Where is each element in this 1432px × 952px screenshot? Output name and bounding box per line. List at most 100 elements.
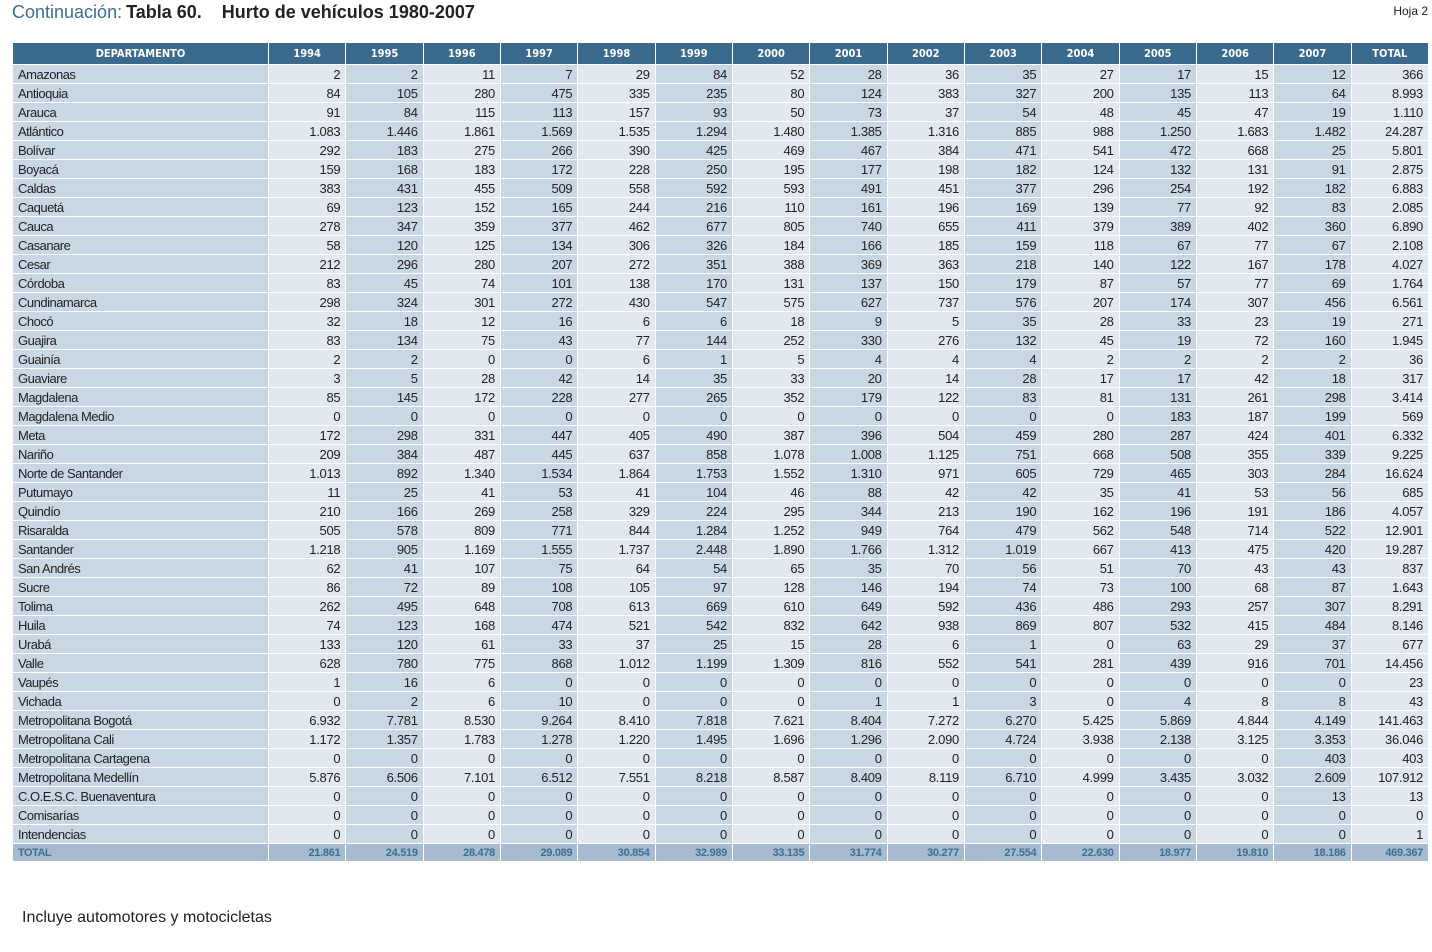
value-cell: 36 — [1350, 349, 1430, 369]
value-cell: 858 — [654, 444, 733, 464]
value-cell: 1.696 — [731, 729, 811, 749]
value-cell: 1.446 — [345, 121, 424, 141]
value-cell: 296 — [345, 254, 424, 274]
value-cell: 17 — [1118, 64, 1197, 84]
value-cell: 0 — [1118, 824, 1197, 844]
table-row: Valle 628 780 775 868 1.012 1.199 1.309 816 552 54… — [12, 653, 1430, 673]
value-cell: 677 — [654, 216, 733, 236]
value-cell: 1.252 — [731, 520, 811, 540]
value-cell: 685 — [1350, 482, 1430, 502]
value-cell: 0 — [267, 406, 347, 426]
value-cell: 2.108 — [1350, 235, 1430, 255]
value-cell: 69 — [267, 197, 347, 217]
value-cell: 541 — [1041, 140, 1120, 160]
value-cell: 30.277 — [886, 843, 965, 862]
value-cell: 740 — [809, 216, 888, 236]
value-cell: 87 — [1041, 273, 1120, 293]
value-cell: 73 — [809, 102, 888, 122]
value-cell: 81 — [1041, 387, 1120, 407]
value-cell: 805 — [731, 216, 811, 236]
value-cell: 0 — [731, 691, 811, 711]
value-cell: 31.774 — [809, 843, 888, 862]
value-cell: 1.316 — [886, 121, 965, 141]
value-cell: 2 — [345, 349, 424, 369]
value-cell: 1.169 — [422, 539, 501, 559]
value-cell: 47 — [1195, 102, 1275, 122]
value-cell: 642 — [809, 615, 888, 635]
value-cell: 29 — [1195, 634, 1275, 654]
value-cell: 30.854 — [577, 843, 656, 862]
value-cell: 91 — [267, 102, 347, 122]
value-cell: 45 — [1041, 330, 1120, 350]
value-cell: 4.844 — [1195, 710, 1275, 730]
department-cell: Tolima — [12, 596, 269, 616]
column-header: 2006 — [1195, 43, 1275, 65]
value-cell: 74 — [267, 615, 347, 635]
value-cell: 56 — [1273, 482, 1352, 502]
value-cell: 6.890 — [1350, 216, 1430, 236]
value-cell: 885 — [963, 121, 1043, 141]
value-cell: 45 — [345, 273, 424, 293]
value-cell: 18 — [731, 311, 811, 331]
value-cell: 42 — [499, 368, 579, 388]
value-cell: 1.552 — [731, 463, 811, 483]
value-cell: 714 — [1195, 520, 1275, 540]
value-cell: 6.506 — [345, 767, 424, 787]
value-cell: 25 — [345, 482, 424, 502]
value-cell: 4.724 — [963, 729, 1043, 749]
table-title: Hurto de vehículos 1980-2007 — [221, 2, 475, 22]
value-cell: 0 — [345, 824, 424, 844]
table-row: Nariño 209 384 487 445 637 858 1.078 1.008 1.125 7… — [12, 444, 1430, 464]
value-cell: 1.278 — [499, 729, 579, 749]
value-cell: 35 — [1041, 482, 1120, 502]
value-cell: 13 — [1273, 786, 1352, 806]
value-cell: 157 — [577, 102, 656, 122]
department-cell: Meta — [12, 425, 269, 445]
table-row: Quindío 210 166 269 258 329 224 295 344 213 190 162… — [12, 501, 1430, 521]
value-cell: 37 — [1273, 634, 1352, 654]
value-cell: 137 — [809, 273, 888, 293]
value-cell: 575 — [731, 292, 811, 312]
table-row: C.O.E.S.C. Buenaventura 0 0 0 0 0 0 0 0 0 0 0 0 0 13 13 — [12, 786, 1430, 806]
department-cell: Valle — [12, 653, 269, 673]
value-cell: 905 — [345, 539, 424, 559]
value-cell: 389 — [1118, 216, 1197, 236]
value-cell: 3.938 — [1041, 729, 1120, 749]
value-cell: 17 — [1041, 368, 1120, 388]
value-cell: 669 — [654, 596, 733, 616]
value-cell: 509 — [499, 178, 579, 198]
value-cell: 23 — [1195, 311, 1275, 331]
value-cell: 780 — [345, 653, 424, 673]
value-cell: 191 — [1195, 501, 1275, 521]
value-cell: 7.818 — [654, 710, 733, 730]
value-cell: 403 — [1273, 748, 1352, 768]
value-cell: 0 — [577, 824, 656, 844]
table-row: Sucre 86 72 89 108 105 97 128 146 194 74 73 100 68 87 1… — [12, 577, 1430, 597]
value-cell: 1.495 — [654, 729, 733, 749]
column-header: 2005 — [1118, 43, 1197, 65]
value-cell: 1.534 — [499, 463, 579, 483]
value-cell: 252 — [731, 330, 811, 350]
sheet-label: Hoja 2 — [1393, 4, 1428, 18]
value-cell: 298 — [267, 292, 347, 312]
value-cell: 809 — [422, 520, 501, 540]
value-cell: 2 — [1041, 349, 1120, 369]
value-cell: 1.296 — [809, 729, 888, 749]
value-cell: 0 — [1118, 786, 1197, 806]
value-cell: 91 — [1273, 159, 1352, 179]
value-cell: 0 — [1041, 634, 1120, 654]
value-cell: 0 — [1041, 824, 1120, 844]
value-cell: 168 — [345, 159, 424, 179]
value-cell: 185 — [886, 235, 965, 255]
value-cell: 508 — [1118, 444, 1197, 464]
value-cell: 469 — [731, 140, 811, 160]
value-cell: 0 — [654, 805, 733, 825]
department-cell: Norte de Santander — [12, 463, 269, 483]
value-cell: 0 — [654, 691, 733, 711]
value-cell: 0 — [731, 824, 811, 844]
value-cell: 113 — [1195, 83, 1275, 103]
value-cell: 3.435 — [1118, 767, 1197, 787]
value-cell: 383 — [267, 178, 347, 198]
value-cell: 832 — [731, 615, 811, 635]
value-cell: 317 — [1350, 368, 1430, 388]
